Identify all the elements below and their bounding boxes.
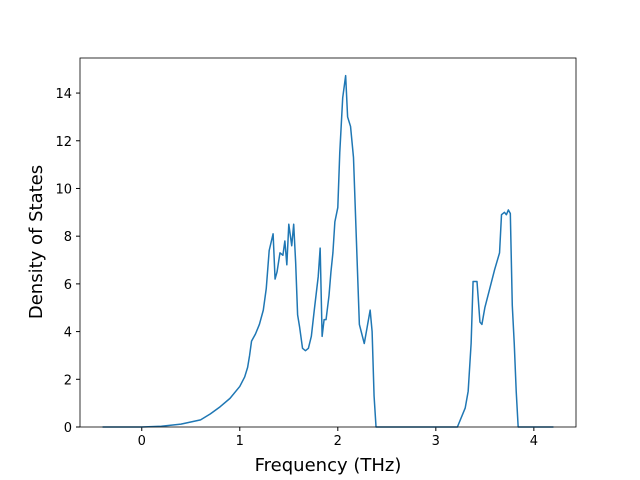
y-axis-label: Density of States (26, 165, 47, 319)
x-tick-label: 0 (138, 434, 146, 449)
y-tick-label: 2 (64, 373, 72, 388)
line (102, 74, 554, 428)
plot-frame (79, 57, 577, 428)
x-axis-label: Frequency (THz) (255, 455, 402, 476)
x-tick-label: 1 (236, 434, 244, 449)
y-tick-label: 10 (55, 182, 72, 197)
y-tick-label: 4 (64, 326, 72, 341)
y-tick-label: 6 (64, 278, 72, 293)
y-tick-label: 14 (55, 87, 72, 102)
x-tick-label: 2 (334, 434, 342, 449)
y-tick-label: 12 (55, 135, 72, 150)
y-tick-label: 8 (64, 230, 72, 245)
x-tick-label: 3 (432, 434, 440, 449)
x-tick-label: 4 (530, 434, 538, 449)
y-tick-label: 0 (64, 421, 72, 436)
